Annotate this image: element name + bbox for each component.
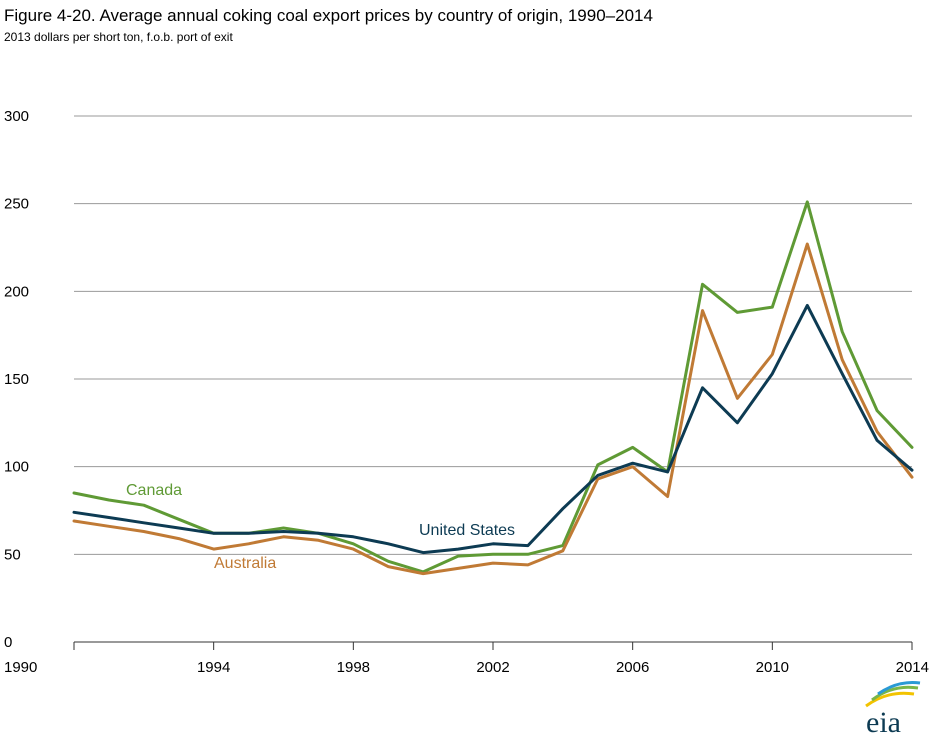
x-tick-label: 1990 [4,659,37,676]
x-tick-label: 1998 [337,659,370,676]
eia-logo-swoosh-green [871,685,919,702]
series-line-united-states [72,303,914,555]
x-tick-label: 2006 [616,659,649,676]
y-axis-tick-labels: 0 50 100 150 200 250 300 [4,108,29,651]
y-tick-label: 50 [4,546,21,563]
y-tick-label: 150 [4,371,29,388]
eia-logo-swoosh-yellow [865,691,915,708]
chart-title: Figure 4-20. Average annual coking coal … [4,6,653,25]
eia-logo-text: eia [866,706,901,739]
chart-subtitle: 2013 dollars per short ton, f.o.b. port … [4,30,233,44]
x-tick-label: 2014 [896,659,929,676]
y-tick-label: 100 [4,459,29,476]
gridlines [74,115,912,555]
y-tick-label: 250 [4,196,29,213]
y-tick-label: 300 [4,108,29,125]
x-tick-label: 2010 [756,659,789,676]
x-tick-label: 1994 [197,659,230,676]
eia-logo: eia [865,681,921,739]
series-line-australia [72,242,914,576]
series-label-united-states: United States [419,522,515,539]
series-line-canada [72,200,914,574]
y-tick-label: 0 [4,634,12,651]
x-axis: 1990 1994 1998 2002 2006 2010 2014 [4,641,929,676]
y-tick-label: 200 [4,283,29,300]
series-labels: Canada Australia United States [126,482,515,572]
series-label-canada: Canada [126,482,182,499]
series-label-australia: Australia [214,555,276,572]
eia-logo-swoosh-blue [877,681,921,696]
series-lines [72,200,914,576]
x-tick-label: 2002 [476,659,509,676]
